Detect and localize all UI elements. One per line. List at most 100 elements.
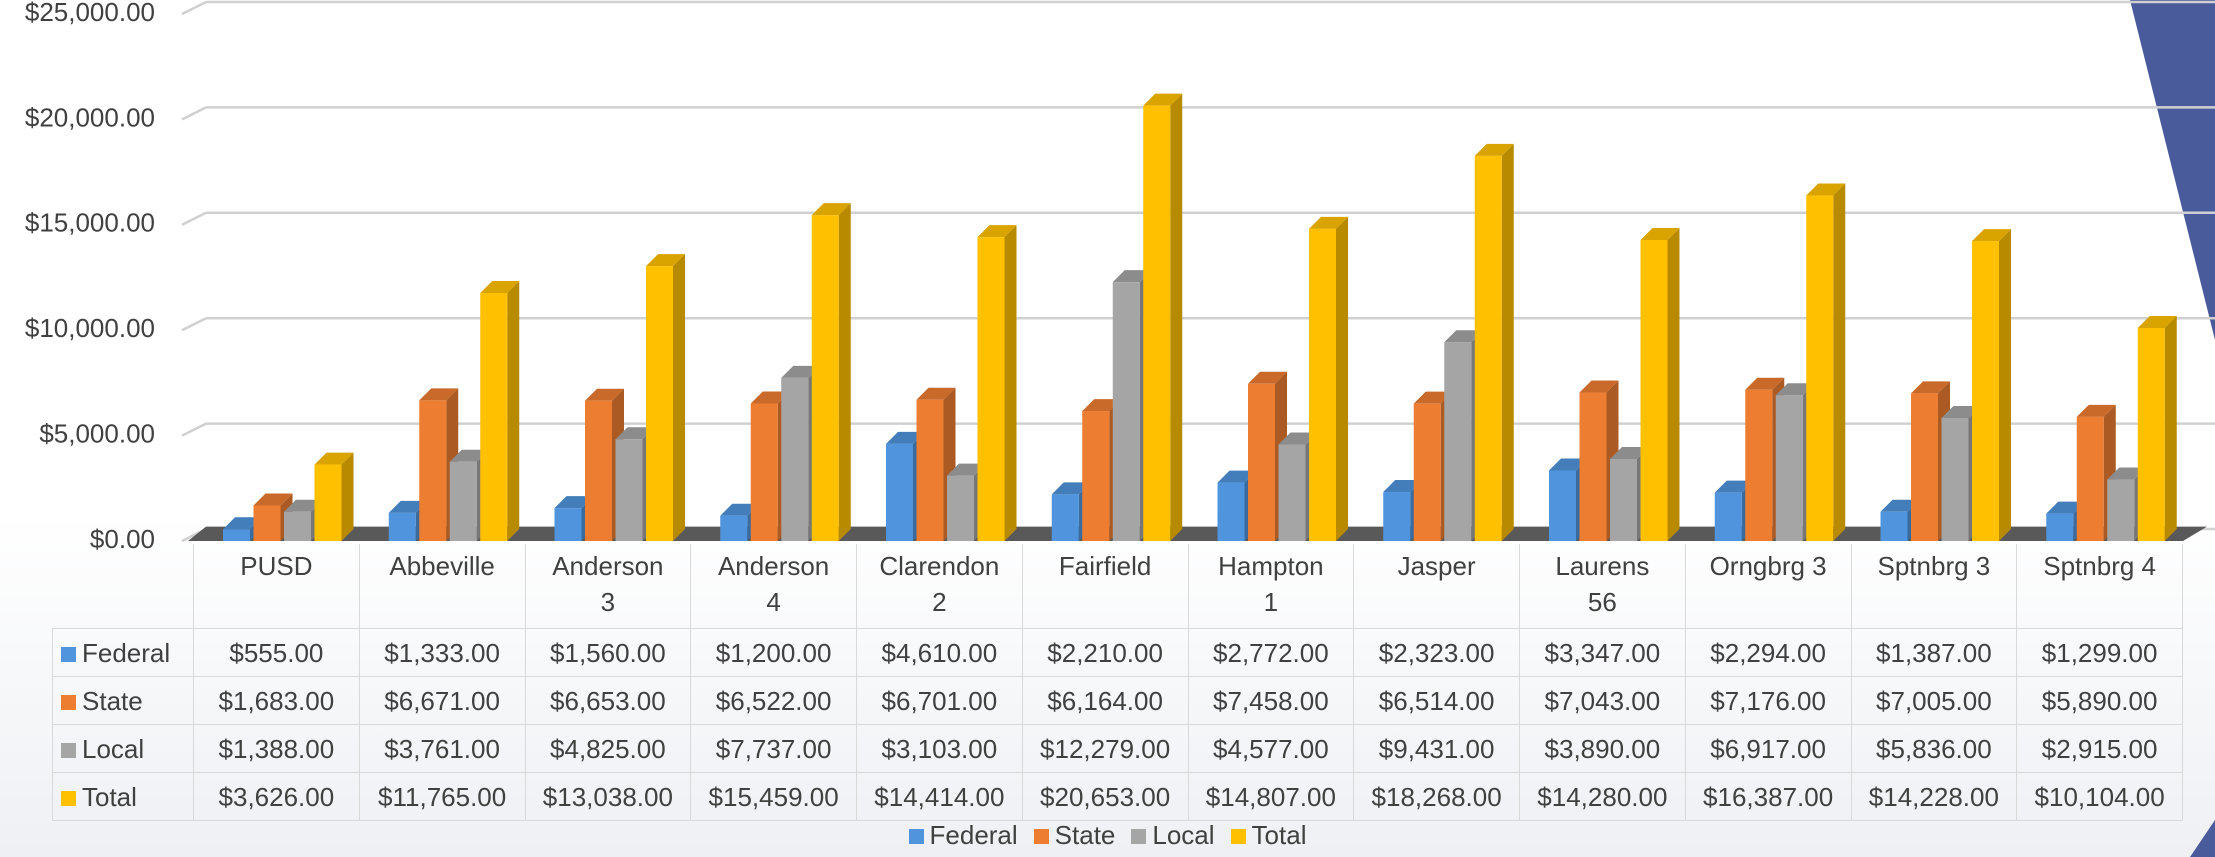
bar-top — [2107, 467, 2147, 480]
category-label: Clarendon 2 — [857, 544, 1023, 629]
legend-item: Total — [1230, 820, 1306, 850]
bar — [585, 400, 612, 541]
bar-top — [554, 496, 594, 509]
table-cell: $7,043.00 — [1520, 677, 1686, 725]
table-cell: $2,210.00 — [1022, 629, 1189, 677]
bar — [1143, 105, 1171, 541]
table-cell: $10,104.00 — [2017, 773, 2183, 821]
bar-top — [1444, 330, 1484, 343]
table-cell: $2,323.00 — [1354, 629, 1520, 677]
bar-side — [341, 452, 354, 541]
grid-slant — [181, 106, 207, 121]
table-cell: $12,279.00 — [1022, 725, 1189, 773]
category-label: Fairfield — [1022, 544, 1189, 629]
bar-side — [1170, 93, 1183, 541]
bar-side — [1833, 183, 1846, 541]
table-cell: $5,890.00 — [2017, 677, 2183, 725]
bar-side — [673, 254, 685, 541]
bar — [886, 443, 913, 541]
y-tick-label: $25,000.00 — [25, 0, 155, 27]
bar — [1610, 458, 1637, 541]
table-cell: $14,228.00 — [1851, 773, 2018, 821]
bar-top — [1911, 381, 1950, 394]
bar-top — [886, 431, 925, 444]
y-tick-label: $0.00 — [90, 524, 155, 554]
category-label: Sptnbrg 4 — [2017, 544, 2183, 629]
table-cell: $15,459.00 — [691, 773, 857, 821]
table-cell: $11,765.00 — [359, 773, 526, 821]
bar — [1941, 417, 1969, 541]
bar — [1051, 494, 1079, 541]
table-cell: $13,038.00 — [525, 773, 692, 821]
category-label: Sptnbrg 3 — [1851, 544, 2018, 629]
bar — [1413, 403, 1441, 541]
legend-label: State — [1054, 820, 1116, 850]
bar-top — [2076, 404, 2116, 417]
bar-top — [223, 517, 262, 530]
table-cell: $14,280.00 — [1520, 773, 1686, 821]
legend-swatch — [61, 791, 76, 806]
table-cell: $14,807.00 — [1188, 773, 1355, 821]
bar — [2046, 513, 2074, 541]
bar-top — [1714, 480, 1754, 493]
row-header-label: Total — [82, 782, 137, 812]
bar-top — [1745, 377, 1785, 390]
table-cell: $6,653.00 — [525, 677, 692, 725]
grid-slant — [181, 211, 207, 226]
table-cell: $1,299.00 — [2017, 629, 2183, 677]
bar — [449, 461, 477, 541]
row-header: Local — [52, 725, 194, 773]
category-label: Orngbrg 3 — [1685, 544, 1852, 629]
bar — [977, 237, 1005, 541]
table-cell: $4,610.00 — [857, 629, 1023, 677]
bar-top — [1775, 383, 1815, 396]
table-cell: $1,387.00 — [1851, 629, 2018, 677]
bar — [1972, 241, 1999, 541]
bar-side — [507, 280, 520, 541]
table-cell: $2,772.00 — [1188, 629, 1355, 677]
bar-side — [1336, 216, 1348, 541]
bar — [1248, 383, 1275, 541]
row-header-label: Federal — [82, 638, 171, 668]
table-cell: $6,701.00 — [857, 677, 1023, 725]
table-cell: $7,005.00 — [1851, 677, 2018, 725]
bar-top — [253, 493, 293, 506]
bar — [1112, 282, 1140, 541]
category-label: Hampton 1 — [1188, 544, 1355, 629]
bar-top — [1413, 391, 1453, 404]
bar — [1474, 155, 1502, 541]
bar — [615, 439, 643, 541]
y-tick-label: $10,000.00 — [25, 313, 155, 343]
bar-top — [615, 427, 655, 440]
bar-side — [1999, 229, 2011, 541]
bar-top — [2137, 316, 2177, 329]
table-cell: $7,176.00 — [1685, 677, 1852, 725]
bar — [1383, 492, 1411, 541]
decoration — [2190, 820, 2215, 857]
bar — [253, 505, 281, 541]
bar — [1309, 228, 1336, 541]
bar-top — [750, 391, 790, 404]
bar — [1278, 444, 1306, 541]
table-cell: $1,388.00 — [194, 725, 360, 773]
bar — [1911, 393, 1938, 541]
bar — [2137, 328, 2165, 541]
y-tick-label: $5,000.00 — [39, 418, 155, 448]
bar — [646, 266, 673, 541]
bar-top — [646, 254, 685, 267]
table-cell: $555.00 — [194, 629, 360, 677]
table-cell: $7,458.00 — [1188, 677, 1355, 725]
table-cell: $1,683.00 — [194, 677, 360, 725]
legend-label: Local — [1152, 820, 1215, 850]
bar-top — [1278, 432, 1318, 445]
bar-top — [1112, 270, 1152, 283]
bar — [554, 508, 582, 541]
category-label: Abbeville — [359, 544, 526, 629]
bar-top — [811, 203, 851, 216]
bar-top — [977, 225, 1017, 238]
legend-item: State — [1033, 820, 1116, 850]
bar-top — [480, 280, 520, 293]
row-header: Total — [52, 773, 194, 821]
